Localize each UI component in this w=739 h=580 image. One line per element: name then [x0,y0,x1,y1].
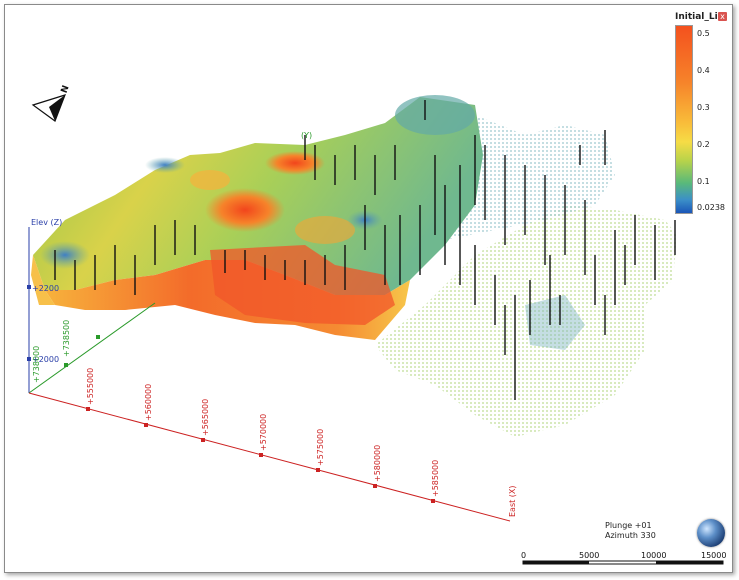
drill-holes [54,100,676,400]
scale-label: 5000 [579,551,599,560]
3d-viewport[interactable]: Elev (Z) +2200 +2000 +738500 +738000 (Y)… [4,4,733,573]
north-arrow-icon: N [31,84,72,122]
x-tick-580000: +580000 [373,445,382,482]
legend-tick: 0.3 [697,103,710,112]
legend-tick: 0.0238 [697,203,725,212]
x-tick-575000: +575000 [316,429,325,466]
x-axis: +555000 +560000 +565000 +570000 +575000 … [28,368,517,522]
x-axis-label: East (X) [508,485,517,517]
legend-color-ramp [675,25,693,214]
legend-tick: 0.2 [697,140,710,149]
scale-label: 15000 [701,551,726,560]
legend-tick: 0.4 [697,66,710,75]
scale-label: 10000 [641,551,666,560]
x-tick-565000: +565000 [201,399,210,436]
legend-tick: 0.1 [697,177,710,186]
plunge-readout: Plunge +01 [605,521,652,530]
x-tick-570000: +570000 [259,414,268,451]
block-model-scene[interactable]: Elev (Z) +2200 +2000 +738500 +738000 (Y)… [5,5,732,572]
globe-icon[interactable] [697,519,725,547]
color-legend[interactable]: Initial_Li x 0.5 0.4 0.3 0.2 0.1 0.0238 [673,11,729,215]
x-tick-585000: +585000 [431,460,440,497]
y-axis: +738500 +738000 (Y) [28,131,312,394]
y-tick-738000: +738000 [32,346,41,383]
close-icon[interactable]: x [718,12,727,21]
z-tick-2200: +2200 [32,284,59,293]
y-tick-738500: +738500 [62,320,71,357]
z-axis: Elev (Z) +2200 +2000 [27,218,62,393]
x-tick-555000: +555000 [86,368,95,405]
z-tick-2000: +2000 [32,355,59,364]
azimuth-readout: Azimuth 330 [605,531,656,540]
legend-tick: 0.5 [697,29,710,38]
z-axis-label: Elev (Z) [31,218,62,227]
scale-label: 0 [521,551,526,560]
legend-title: Initial_Li [675,12,717,22]
x-tick-560000: +560000 [144,384,153,421]
north-label: N [60,84,72,95]
y-axis-label: (Y) [301,131,312,140]
scale-bar: 0 5000 10000 15000 [521,549,727,569]
view-orientation: Plunge +01 Azimuth 330 [605,521,725,549]
colored-model-region [31,95,483,340]
